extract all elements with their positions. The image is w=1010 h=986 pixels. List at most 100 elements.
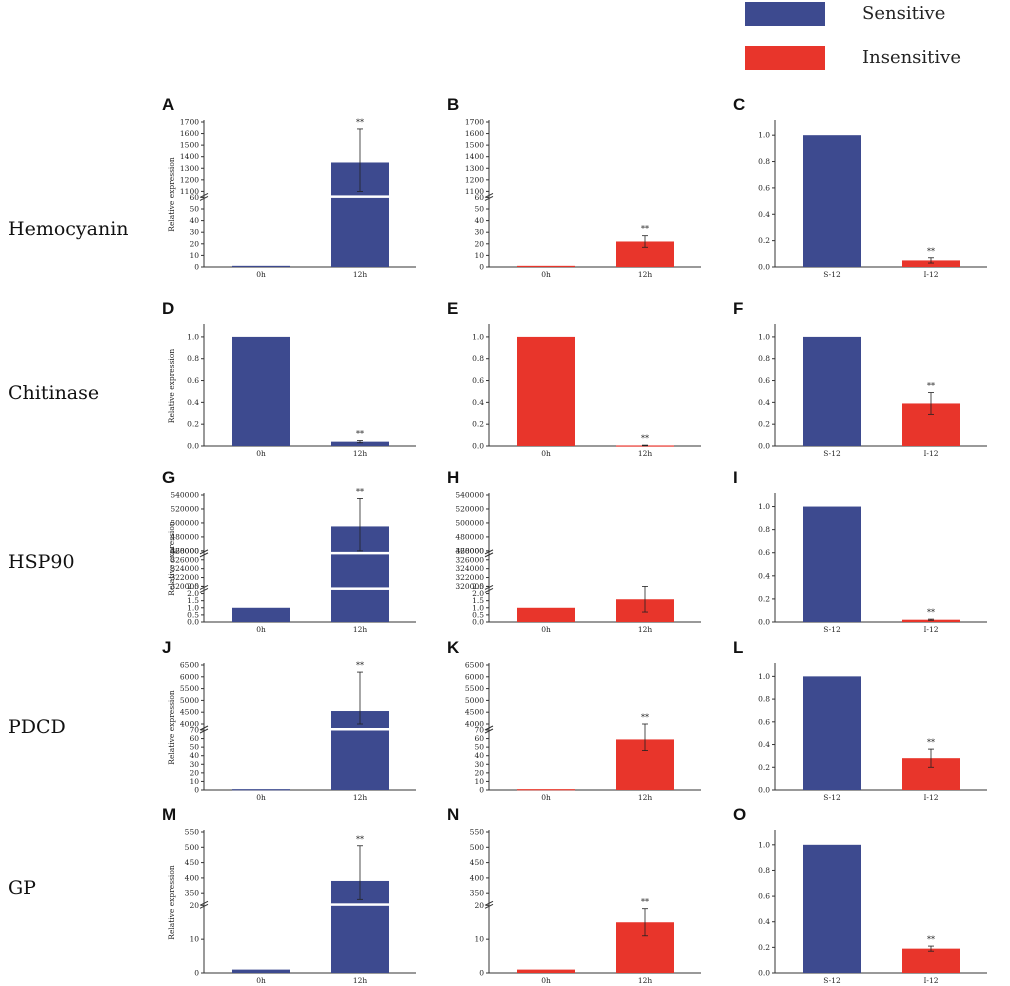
panel-letter: J <box>162 638 171 657</box>
bar-break-line <box>331 551 389 555</box>
y-tick-label: 30 <box>189 228 199 237</box>
x-tick-label: 12h <box>353 976 368 985</box>
y-tick-label: 0.4 <box>472 398 484 407</box>
panel-letter: L <box>733 638 743 657</box>
y-tick-label: 40 <box>474 751 484 760</box>
significance-label: ** <box>641 434 649 443</box>
y-tick-label: 1.0 <box>187 603 199 612</box>
axis-break-mark <box>484 552 494 558</box>
panel-l: L 0.0 0.2 0.4 0.6 0.8 1.0 S-12 ** I-12 <box>733 638 987 802</box>
y-tick-label: 10 <box>474 251 484 260</box>
y-tick-label: 0.0 <box>758 442 770 451</box>
x-tick-label: S-12 <box>823 793 841 802</box>
y-tick-label: 20 <box>189 239 199 248</box>
y-tick-label: 20 <box>474 768 484 777</box>
axis-break-mark <box>484 195 494 201</box>
panel-c: C 0.0 0.2 0.4 0.6 0.8 1.0 S-12 ** I-12 <box>733 95 987 279</box>
y-tick-label: 550 <box>185 828 200 837</box>
y-tick-label: 0.8 <box>758 866 770 875</box>
legend-swatch-insensitive <box>745 46 825 70</box>
y-tick-label: 0 <box>479 263 484 272</box>
y-tick-label: 30 <box>474 760 484 769</box>
y-tick-label: 0.5 <box>472 610 484 619</box>
y-tick-label: 6000 <box>180 672 199 681</box>
y-tick-label: 0.8 <box>758 354 770 363</box>
bar <box>232 789 290 791</box>
y-tick-label: 0.2 <box>472 420 484 429</box>
significance-label: ** <box>927 382 935 391</box>
x-tick-label: 0h <box>541 625 551 634</box>
y-tick-label: 1300 <box>465 164 484 173</box>
y-tick-label: 30 <box>474 228 484 237</box>
y-tick-label: 400 <box>185 873 200 882</box>
y-tick-label: 20 <box>474 239 484 248</box>
y-tick-label: 6500 <box>465 661 484 670</box>
bar <box>517 789 575 791</box>
y-tick-label: 328000 <box>170 546 199 555</box>
row-label-hemocyanin: Hemocyanin <box>8 218 129 240</box>
bar <box>517 336 575 446</box>
y-tick-label: 50 <box>189 205 199 214</box>
x-tick-label: 0h <box>256 793 266 802</box>
bar <box>517 969 575 973</box>
panel-d: D 0.0 0.2 0.4 0.6 0.8 1.0 Relative expression 0h… <box>162 299 416 458</box>
x-tick-label: S-12 <box>823 449 841 458</box>
bar-break-line <box>331 903 389 906</box>
y-tick-label: 1400 <box>180 152 199 161</box>
y-tick-label: 0.8 <box>758 525 770 534</box>
x-tick-label: I-12 <box>923 270 938 279</box>
y-tick-label: 1500 <box>180 141 199 150</box>
y-tick-label: 500 <box>185 843 200 852</box>
bar <box>902 619 960 622</box>
panel-letter: C <box>733 95 745 114</box>
y-tick-label: 400 <box>470 873 485 882</box>
y-tick-label: 0.2 <box>758 594 770 603</box>
axis-break-mark <box>199 900 209 906</box>
x-tick-label: 0h <box>256 449 266 458</box>
y-tick-label: 1.0 <box>187 332 199 341</box>
y-tick-label: 460000 <box>170 546 199 555</box>
y-tick-label: 10 <box>474 777 484 786</box>
axis-break-mark <box>199 584 209 590</box>
y-tick-label: 0 <box>194 969 199 978</box>
bar-break-line <box>331 195 389 198</box>
y-tick-label: 0 <box>479 969 484 978</box>
y-tick-label: 500000 <box>170 518 199 527</box>
axis-break-mark <box>199 552 209 558</box>
y-tick-label: 0.2 <box>758 420 770 429</box>
y-tick-label: 0.6 <box>758 183 770 192</box>
y-tick-label: 0.0 <box>758 263 770 272</box>
panel-letter: K <box>447 638 460 657</box>
panel-letter: M <box>162 805 176 824</box>
y-axis-label: Relative expression <box>167 157 176 232</box>
y-tick-label: 0.2 <box>758 236 770 245</box>
row-label-chitinase: Chitinase <box>8 382 100 404</box>
y-tick-label: 500 <box>470 843 485 852</box>
y-tick-label: 1200 <box>180 175 199 184</box>
y-tick-label: 1.0 <box>758 131 770 140</box>
y-tick-label: 0.6 <box>758 717 770 726</box>
y-axis-label: Relative expression <box>167 690 176 765</box>
y-tick-label: 0 <box>194 263 199 272</box>
axis-break-mark <box>199 903 209 909</box>
y-tick-label: 0.4 <box>758 917 770 926</box>
legend-label-insensitive: Insensitive <box>862 47 961 68</box>
y-tick-label: 350 <box>470 889 485 898</box>
x-tick-label: I-12 <box>923 976 938 985</box>
bar <box>803 844 861 973</box>
bar <box>331 441 389 446</box>
y-tick-label: 0.4 <box>758 210 770 219</box>
significance-label: ** <box>356 118 364 127</box>
y-tick-label: 10 <box>189 777 199 786</box>
bar-break-line <box>331 587 389 590</box>
x-tick-label: I-12 <box>923 625 938 634</box>
panel-f: F 0.0 0.2 0.4 0.6 0.8 1.0 S-12 ** I-12 <box>733 299 987 458</box>
y-tick-label: 20 <box>189 901 199 910</box>
bar <box>902 948 960 973</box>
y-tick-label: 30 <box>189 760 199 769</box>
row-label-pdcd: PDCD <box>8 716 66 738</box>
y-tick-label: 322000 <box>170 573 199 582</box>
y-tick-label: 550 <box>470 828 485 837</box>
x-tick-label: 0h <box>256 270 266 279</box>
